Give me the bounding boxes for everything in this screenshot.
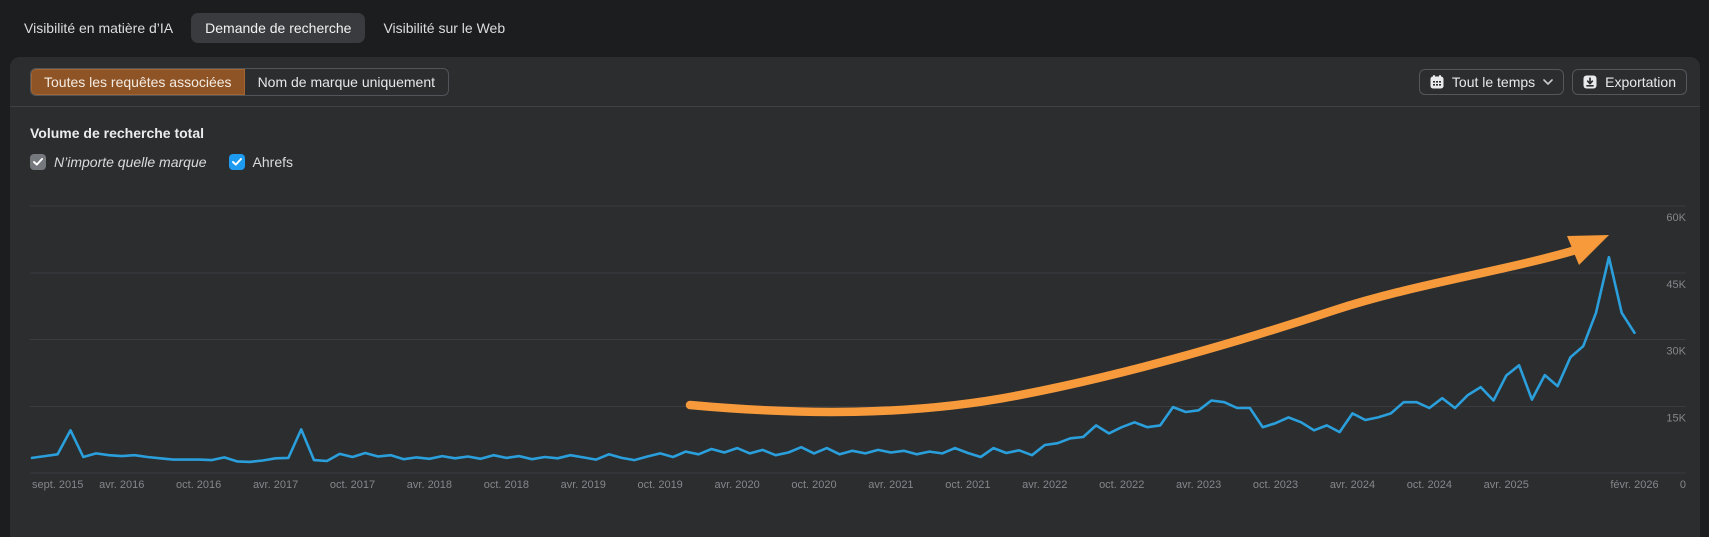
legend-item-ahrefs[interactable]: Ahrefs — [228, 154, 293, 170]
checkbox-any-brand[interactable] — [30, 154, 46, 170]
segment-all-related-queries[interactable]: Toutes les requêtes associées — [31, 68, 245, 95]
svg-text:sept. 2015: sept. 2015 — [32, 479, 83, 491]
query-scope-segmented-control: Toutes les requêtes associées Nom de mar… — [30, 67, 449, 96]
legend-item-any-brand[interactable]: N’importe quelle marque — [30, 154, 207, 170]
svg-text:oct. 2019: oct. 2019 — [638, 479, 683, 491]
svg-text:avr. 2022: avr. 2022 — [1022, 479, 1067, 491]
toolbar-right-group: Tout le temps Exportation — [1418, 68, 1687, 95]
chart-title: Volume de recherche total — [30, 125, 205, 141]
toolbar: Toutes les requêtes associées Nom de mar… — [10, 57, 1700, 107]
svg-text:avr. 2020: avr. 2020 — [714, 479, 759, 491]
export-label: Exportation — [1605, 73, 1676, 90]
search-demand-panel: Toutes les requêtes associées Nom de mar… — [10, 57, 1700, 537]
legend-label-any-brand: N’importe quelle marque — [54, 154, 207, 170]
svg-text:avr. 2025: avr. 2025 — [1484, 479, 1529, 491]
svg-text:févr. 2026: févr. 2026 — [1610, 479, 1658, 491]
check-icon — [231, 158, 242, 166]
svg-text:avr. 2018: avr. 2018 — [407, 479, 452, 491]
search-volume-line-chart: 60K 45K 30K 15K 0 sept. 2015 avr. 2016 oct. 201… — [30, 205, 1687, 491]
svg-text:15K: 15K — [1666, 412, 1686, 424]
chevron-down-icon — [1543, 78, 1553, 85]
time-range-button[interactable]: Tout le temps — [1418, 68, 1565, 95]
svg-text:avr. 2016: avr. 2016 — [99, 479, 144, 491]
growth-arrow-annotation — [685, 235, 1609, 417]
tab-ai-visibility[interactable]: Visibilité en matière d’IA — [24, 20, 174, 36]
svg-text:oct. 2024: oct. 2024 — [1407, 479, 1452, 491]
download-icon — [1583, 75, 1597, 89]
svg-text:oct. 2022: oct. 2022 — [1099, 479, 1144, 491]
calendar-icon — [1430, 74, 1444, 89]
segment-brand-name-only[interactable]: Nom de marque uniquement — [245, 69, 448, 95]
chart-legend: N’importe quelle marque Ahrefs — [30, 154, 1680, 170]
top-tab-bar: Visibilité en matière d’IA Demande de re… — [10, 13, 519, 43]
svg-text:avr. 2021: avr. 2021 — [868, 479, 913, 491]
svg-text:avr. 2017: avr. 2017 — [253, 479, 298, 491]
svg-text:avr. 2024: avr. 2024 — [1330, 479, 1375, 491]
svg-text:oct. 2021: oct. 2021 — [945, 479, 990, 491]
svg-text:oct. 2016: oct. 2016 — [176, 479, 221, 491]
svg-text:60K: 60K — [1666, 212, 1686, 224]
svg-text:30K: 30K — [1666, 346, 1686, 358]
checkbox-ahrefs[interactable] — [228, 154, 245, 170]
check-icon — [33, 158, 43, 166]
chart-header: Volume de recherche total N’importe quel… — [10, 107, 1700, 170]
svg-text:oct. 2017: oct. 2017 — [330, 479, 375, 491]
tab-search-demand[interactable]: Demande de recherche — [191, 13, 366, 43]
svg-text:avr. 2019: avr. 2019 — [561, 479, 606, 491]
tab-web-visibility[interactable]: Visibilité sur le Web — [383, 20, 506, 36]
export-button[interactable]: Exportation — [1572, 68, 1687, 95]
svg-text:oct. 2018: oct. 2018 — [484, 479, 529, 491]
svg-text:oct. 2020: oct. 2020 — [791, 479, 836, 491]
time-range-label: Tout le temps — [1451, 73, 1536, 90]
svg-text:avr. 2023: avr. 2023 — [1176, 479, 1221, 491]
svg-text:0: 0 — [1680, 479, 1686, 491]
svg-text:45K: 45K — [1666, 279, 1686, 291]
legend-label-ahrefs: Ahrefs — [252, 154, 293, 170]
svg-text:oct. 2023: oct. 2023 — [1253, 479, 1298, 491]
